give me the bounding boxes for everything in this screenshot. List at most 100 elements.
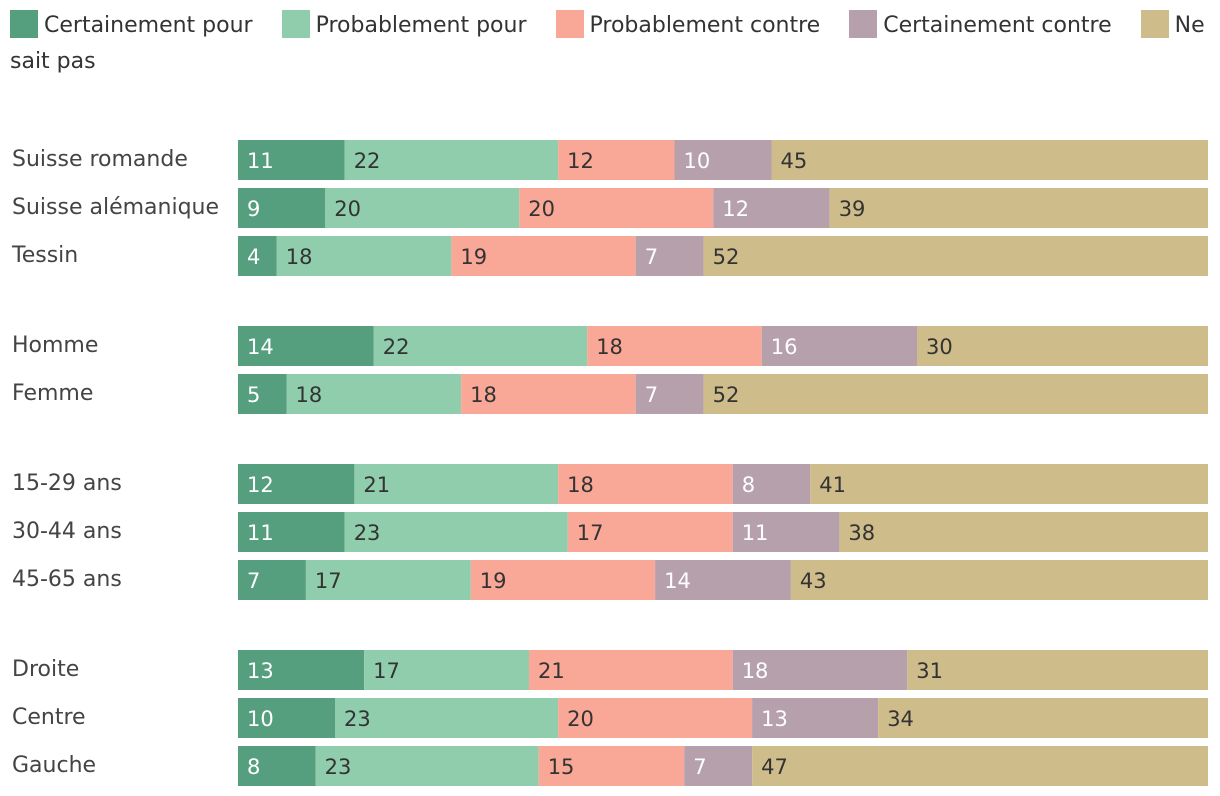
bar-segment-certainement-pour	[238, 464, 355, 504]
bar-segment-ne-sait-pas	[703, 374, 1208, 414]
data-label: 4	[247, 245, 260, 269]
data-label: 15	[548, 755, 575, 779]
bar-row-centre: Centre 10 23 20 13 34	[12, 698, 1208, 738]
category-label: 15-29 ans	[12, 471, 122, 496]
bar-segment-ne-sait-pas	[790, 560, 1208, 600]
data-label: 7	[645, 245, 658, 269]
data-label: 17	[577, 521, 604, 545]
data-label: 45	[781, 149, 808, 173]
legend-item-certainement-pour: Certainement pour	[10, 10, 253, 38]
legend-label: Certainement contre	[883, 13, 1112, 38]
bar-segment-probablement-contre	[558, 698, 753, 738]
data-label: 12	[567, 149, 594, 173]
legend-swatch	[10, 10, 38, 38]
bar-segment-probablement-contre	[558, 140, 675, 180]
data-label: 20	[528, 197, 555, 221]
bar-segment-certainement-contre	[674, 140, 772, 180]
bar-segment-probablement-contre	[451, 236, 636, 276]
bar-row-suisse-alemanique: Suisse alémanique 9 20 20 12 39	[12, 188, 1208, 228]
bar-segment-ne-sait-pas	[829, 188, 1208, 228]
data-label: 39	[839, 197, 866, 221]
bar-segment-ne-sait-pas	[752, 746, 1208, 786]
bar-segment-probablement-pour	[315, 746, 539, 786]
bar-segment-probablement-contre	[567, 512, 733, 552]
data-label: 5	[247, 383, 260, 407]
data-label: 7	[645, 383, 658, 407]
bar-segment-probablement-pour	[354, 464, 559, 504]
bar-segment-certainement-pour	[238, 698, 335, 738]
data-label: 31	[916, 659, 943, 683]
bar-segment-probablement-contre	[538, 746, 685, 786]
data-label: 20	[334, 197, 361, 221]
data-label: 14	[664, 569, 691, 593]
bar-segment-probablement-contre	[461, 374, 636, 414]
data-label: 38	[848, 521, 875, 545]
data-label: 11	[247, 521, 274, 545]
bar-segment-certainement-pour	[238, 560, 306, 600]
category-label: 30-44 ans	[12, 519, 122, 544]
bar-segment-ne-sait-pas	[907, 650, 1208, 690]
data-label: 30	[926, 335, 953, 359]
data-label: 52	[713, 245, 740, 269]
data-label: 22	[383, 335, 410, 359]
data-label: 16	[771, 335, 798, 359]
data-label: 8	[247, 755, 260, 779]
legend-item-probablement-contre: Probablement contre	[555, 10, 821, 38]
bar-segment-certainement-contre	[655, 560, 791, 600]
legend-label: Ne sait pas	[10, 13, 1205, 74]
chart-legend: Certainement pour Probablement pour Prob…	[10, 8, 1210, 80]
data-label: 52	[713, 383, 740, 407]
bar-segment-probablement-contre	[587, 326, 762, 366]
data-label: 21	[363, 473, 390, 497]
bar-segment-ne-sait-pas	[810, 464, 1208, 504]
data-label: 18	[567, 473, 594, 497]
category-label: Tessin	[11, 243, 78, 268]
data-label: 21	[538, 659, 565, 683]
bar-row-gauche: Gauche 8 23 15 7 47	[12, 746, 1208, 786]
data-label: 23	[344, 707, 371, 731]
data-label: 17	[373, 659, 400, 683]
bar-segment-ne-sait-pas	[771, 140, 1208, 180]
data-label: 7	[693, 755, 706, 779]
legend-item-probablement-pour: Probablement pour	[281, 10, 527, 38]
bar-segment-probablement-pour	[344, 512, 568, 552]
category-label: Centre	[12, 705, 86, 730]
bar-row-femme: Femme 5 18 18 7 52	[12, 374, 1208, 414]
bar-segment-certainement-contre	[732, 512, 840, 552]
data-label: 47	[761, 755, 788, 779]
legend-label: Probablement contre	[589, 13, 821, 38]
legend-item-certainement-contre: Certainement contre	[849, 10, 1112, 38]
bar-segment-probablement-pour	[373, 326, 588, 366]
bar-segment-certainement-pour	[238, 746, 316, 786]
legend-swatch	[555, 10, 584, 38]
legend-label: Probablement pour	[315, 13, 527, 38]
bar-segment-ne-sait-pas	[839, 512, 1208, 552]
bar-segment-certainement-contre	[684, 746, 753, 786]
bar-segment-probablement-contre	[470, 560, 656, 600]
data-label: 19	[460, 245, 487, 269]
category-label: 45-65 ans	[12, 567, 122, 592]
bar-segment-certainement-pour	[238, 188, 326, 228]
bar-segment-certainement-contre	[713, 188, 830, 228]
data-label: 17	[315, 569, 342, 593]
bar-segment-certainement-pour	[238, 140, 345, 180]
data-label: 34	[887, 707, 914, 731]
category-label: Homme	[12, 333, 98, 358]
bar-segment-certainement-contre	[732, 464, 811, 504]
data-label: 19	[480, 569, 507, 593]
bar-segment-probablement-pour	[325, 188, 520, 228]
data-label: 10	[247, 707, 274, 731]
bar-segment-certainement-pour	[238, 374, 287, 414]
data-label: 18	[596, 335, 623, 359]
data-label: 13	[761, 707, 788, 731]
bar-segment-certainement-contre	[761, 326, 917, 366]
bar-segment-certainement-pour	[238, 512, 345, 552]
data-label: 7	[247, 569, 260, 593]
data-label: 18	[296, 383, 323, 407]
data-label: 14	[247, 335, 274, 359]
bar-segment-certainement-pour	[238, 650, 365, 690]
data-label: 11	[247, 149, 274, 173]
bar-segment-certainement-contre	[635, 236, 704, 276]
bar-row-45-65-ans: 45-65 ans 7 17 19 14 43	[12, 560, 1208, 600]
